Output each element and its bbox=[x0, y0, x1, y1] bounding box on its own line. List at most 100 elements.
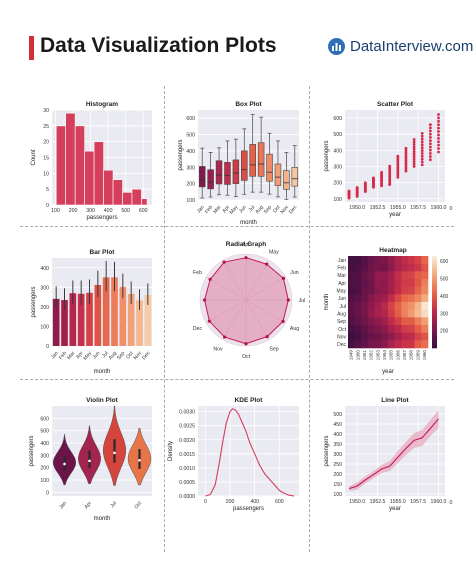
x-tick-label: Dec bbox=[141, 350, 152, 361]
box-body bbox=[257, 142, 265, 177]
scatter-point bbox=[437, 119, 440, 123]
heatmap-cell bbox=[368, 317, 375, 326]
heatmap-cell bbox=[421, 256, 429, 264]
box-body bbox=[224, 162, 231, 185]
box-body bbox=[249, 144, 256, 177]
brand-name: DataInterview.com bbox=[350, 37, 474, 55]
scatter-point bbox=[380, 170, 383, 174]
heatmap-cell bbox=[388, 325, 395, 333]
heatmap-cell bbox=[361, 256, 369, 264]
scatter-point bbox=[396, 158, 400, 162]
heatmap-cell bbox=[368, 325, 375, 333]
scatter-point bbox=[420, 149, 424, 152]
x-tick-label: Jun bbox=[238, 204, 248, 214]
heatmap-cell bbox=[374, 294, 382, 303]
heatmap-cell bbox=[361, 271, 369, 280]
scatter-point bbox=[396, 164, 400, 168]
bar bbox=[94, 284, 102, 346]
heatmap-cell bbox=[414, 271, 422, 280]
x-tick-label: 0 bbox=[204, 499, 207, 505]
colorbar-segment bbox=[432, 290, 437, 294]
heatmap-cell bbox=[394, 325, 402, 333]
scatter-point bbox=[412, 138, 416, 141]
scatter-point bbox=[396, 170, 400, 173]
y-tick-label: 0.0020 bbox=[179, 438, 195, 444]
chart-title: Box Plot bbox=[235, 101, 262, 108]
scatter-point bbox=[420, 134, 424, 138]
scatter-point bbox=[420, 132, 424, 135]
y-tick-label: Sep bbox=[337, 319, 346, 325]
heatmap-cell bbox=[354, 263, 362, 272]
y-axis-label: passengers bbox=[31, 286, 37, 317]
heatmap-cell bbox=[401, 256, 409, 264]
brand[interactable]: DataInterview.com bbox=[328, 36, 473, 56]
scatter-point bbox=[420, 152, 424, 155]
scatter-point bbox=[404, 159, 408, 163]
kde-line bbox=[205, 408, 295, 497]
x-tick-label: Mar bbox=[212, 204, 222, 215]
heatmap-cell bbox=[408, 332, 415, 341]
heatmap-cell bbox=[401, 309, 409, 318]
heatmap-cell bbox=[394, 340, 402, 349]
heatmap-cell bbox=[414, 286, 422, 295]
heatmap-cell bbox=[421, 340, 429, 349]
radar-point bbox=[222, 260, 226, 264]
scatter-point bbox=[420, 137, 424, 141]
heatmap-cell bbox=[368, 279, 375, 287]
heatmap-cell bbox=[394, 302, 402, 310]
y-tick-label: 400 bbox=[40, 441, 49, 447]
x-tick-label: Jan bbox=[196, 204, 206, 214]
x-tick-label: Apr bbox=[75, 350, 85, 360]
heatmap-cell bbox=[381, 256, 389, 264]
heatmap-cell bbox=[401, 332, 409, 341]
y-tick-label: 10 bbox=[43, 171, 49, 177]
scatter-point bbox=[404, 146, 408, 150]
box-body bbox=[215, 160, 223, 185]
grid-divider-2 bbox=[20, 379, 454, 380]
y-tick-label: Jan bbox=[338, 258, 346, 264]
scatter-point bbox=[404, 148, 408, 152]
scatter-point bbox=[428, 132, 432, 136]
heatmap-cell bbox=[348, 332, 355, 341]
colorbar-segment bbox=[432, 327, 437, 330]
heatmap-cell bbox=[408, 317, 415, 326]
heatmap-cell bbox=[354, 332, 362, 341]
scatter-point bbox=[412, 157, 416, 161]
scatter-point bbox=[412, 162, 416, 166]
colorbar-segment bbox=[432, 304, 437, 307]
heatmap-cell bbox=[421, 294, 429, 303]
radar-point bbox=[265, 262, 269, 266]
colorbar-segment bbox=[432, 267, 437, 271]
heatmap-cell bbox=[394, 271, 402, 280]
bar bbox=[111, 277, 118, 346]
x-tick-label: 1957.5 bbox=[410, 205, 426, 211]
plot-area bbox=[345, 110, 445, 202]
x-axis-label: month bbox=[94, 516, 111, 522]
heatmap-cell bbox=[354, 279, 362, 287]
scatter-point bbox=[428, 126, 432, 130]
radar-point bbox=[223, 335, 227, 339]
scatter-point bbox=[428, 139, 432, 143]
x-tick-label: 1953 bbox=[375, 350, 380, 361]
heatmap-cell bbox=[408, 279, 415, 287]
heatmap-cell bbox=[421, 325, 429, 333]
scatter-point bbox=[396, 168, 400, 172]
scatter-point bbox=[428, 148, 432, 152]
bar bbox=[119, 286, 127, 346]
heatmap-cell bbox=[414, 332, 422, 341]
violin-median bbox=[63, 462, 66, 466]
radar-spoke bbox=[245, 299, 286, 324]
heatmap-cell bbox=[394, 332, 402, 341]
y-tick-label: 300 bbox=[186, 165, 195, 171]
heatmap-cell bbox=[374, 317, 382, 326]
box-body bbox=[232, 159, 240, 184]
radar-point bbox=[281, 319, 285, 323]
page-title: Data Visualization Plots bbox=[40, 34, 277, 57]
x-tick-label: 600 bbox=[275, 499, 284, 505]
heatmap-cell bbox=[408, 340, 415, 349]
histogram-bar bbox=[103, 169, 114, 206]
heatmap-cell bbox=[368, 309, 375, 318]
heatmap-cell bbox=[394, 309, 402, 318]
heatmap-cell bbox=[361, 309, 369, 318]
heatmap-cell bbox=[381, 325, 389, 333]
